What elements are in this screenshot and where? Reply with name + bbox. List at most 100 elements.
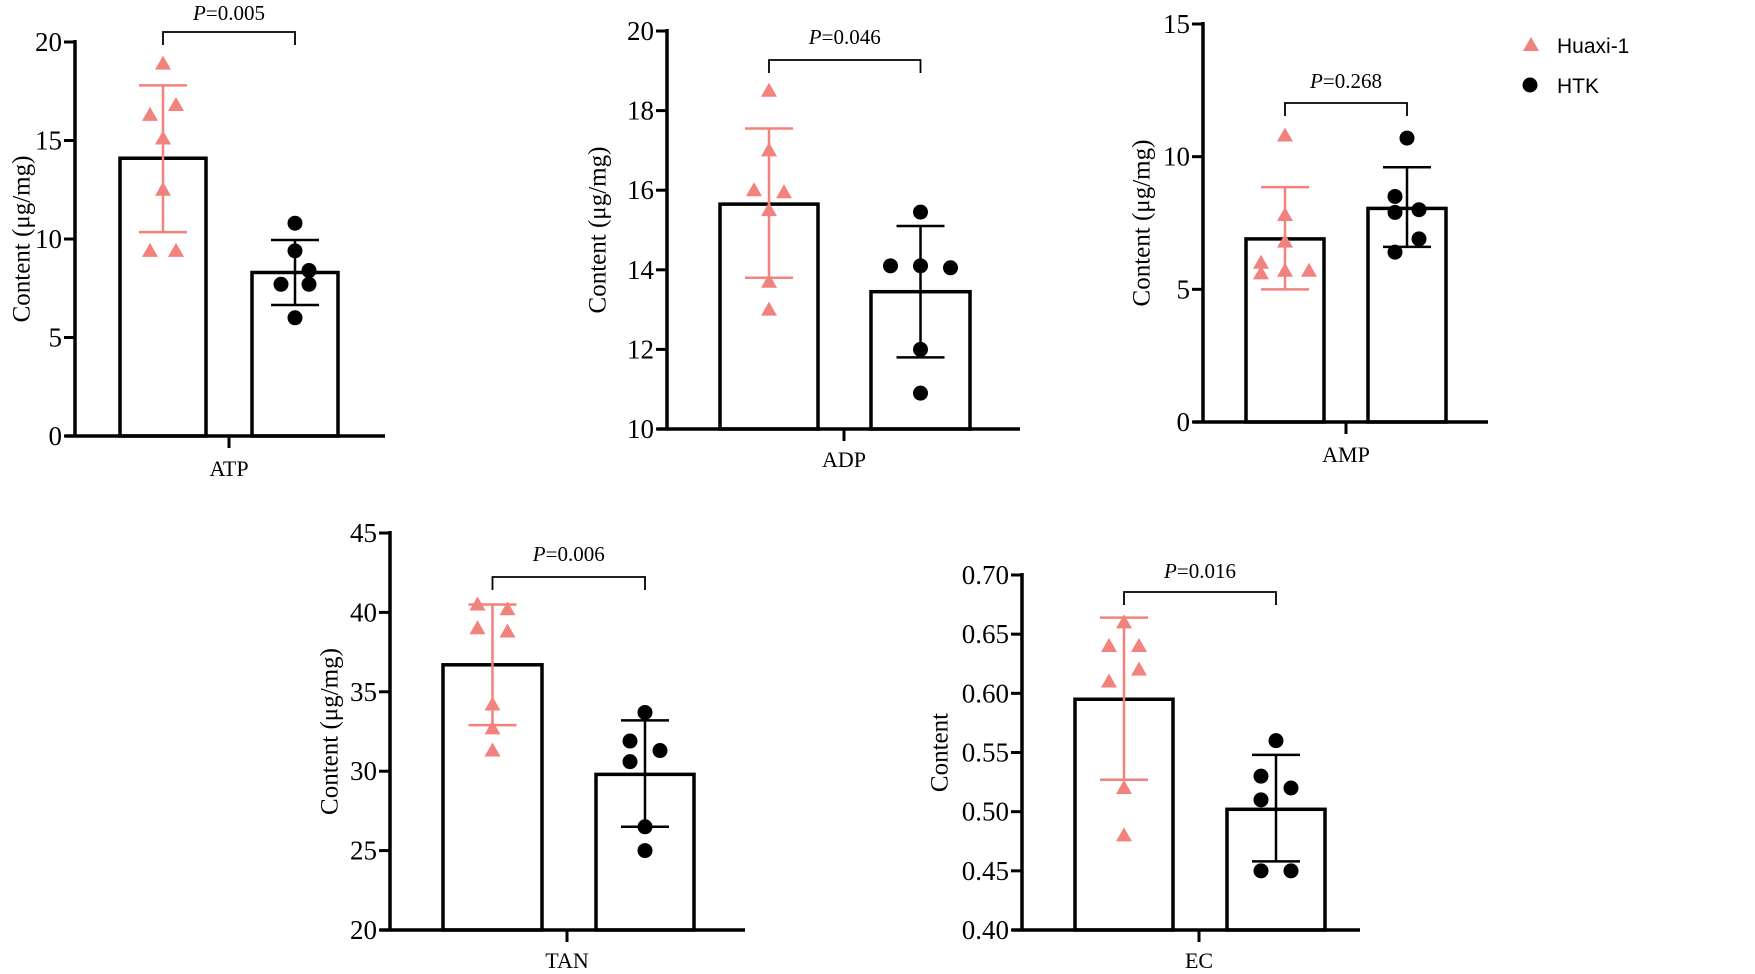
- p-value: =0.005: [206, 1, 265, 25]
- data-point-htk: [652, 743, 668, 759]
- data-point-htk: [883, 258, 898, 274]
- y-tick-label: 0.65: [962, 619, 1009, 649]
- data-point-htk: [1411, 231, 1427, 247]
- x-category-label: ADP: [822, 447, 866, 472]
- y-tick-label: 10: [1163, 142, 1190, 172]
- data-point-huaxi: [499, 623, 516, 638]
- p-value: =0.046: [822, 25, 881, 49]
- y-axis-label: Content (μg/mg): [317, 648, 344, 815]
- data-point-huaxi: [761, 142, 777, 157]
- y-axis-label: Content: [927, 713, 954, 792]
- y-tick-label: 35: [350, 677, 377, 707]
- y-tick-label: 18: [627, 96, 654, 126]
- y-tick-label: 12: [627, 334, 654, 364]
- data-point-huaxi: [761, 273, 777, 288]
- legend-triangle-icon: [1523, 37, 1539, 51]
- data-point-huaxi: [776, 184, 792, 199]
- data-point-htk: [301, 276, 317, 292]
- data-point-htk: [622, 754, 638, 770]
- p-value-label: P=0.268: [1309, 69, 1382, 93]
- data-point-huaxi: [168, 242, 184, 257]
- x-category-label: EC: [1185, 948, 1213, 973]
- legend-label-huaxi: Huaxi-1: [1557, 35, 1629, 58]
- data-point-htk: [913, 385, 928, 401]
- data-point-htk: [622, 733, 638, 749]
- data-point-huaxi: [1277, 207, 1293, 222]
- data-point-htk: [637, 704, 653, 720]
- y-tick-label: 15: [35, 126, 62, 156]
- p-value: =0.016: [1177, 559, 1236, 583]
- data-point-htk: [1399, 130, 1415, 146]
- data-point-huaxi: [1277, 127, 1293, 142]
- data-point-huaxi: [1277, 262, 1293, 277]
- data-point-htk: [287, 215, 303, 231]
- data-point-htk: [1411, 202, 1427, 218]
- data-point-huaxi: [761, 82, 777, 97]
- y-axis-label: Content (μg/mg): [585, 147, 612, 314]
- legend-label-htk: HTK: [1557, 75, 1599, 98]
- x-category-label: ATP: [209, 456, 248, 481]
- chart-amp: 0 5 10 15 Content (μg/mg) AMP P=0.268: [1129, 9, 1488, 467]
- y-tick-label: 5: [1177, 274, 1191, 304]
- x-category-label: TAN: [545, 948, 589, 973]
- data-point-huaxi: [1253, 254, 1269, 269]
- data-point-htk: [637, 819, 653, 835]
- chart-tan: 20 25 30 35 40 45 Content (μg/mg) TAN P=0.006: [317, 518, 745, 973]
- data-point-huaxi: [168, 97, 184, 112]
- data-point-htk: [1387, 204, 1403, 220]
- data-point-huaxi: [142, 106, 158, 121]
- legend: Huaxi-1 HTK: [1522, 35, 1629, 98]
- p-value-label: P=0.046: [808, 25, 881, 49]
- legend-circle-icon: [1522, 77, 1538, 93]
- y-tick-label: 20: [35, 27, 62, 57]
- x-category-label: AMP: [1322, 442, 1370, 467]
- y-tick-label: 40: [350, 597, 377, 627]
- data-point-htk: [287, 310, 303, 326]
- p-symbol: P: [808, 25, 822, 49]
- data-point-huaxi: [761, 202, 777, 217]
- p-symbol: P: [1163, 559, 1177, 583]
- data-point-huaxi: [761, 301, 777, 316]
- y-axis-label: Content (μg/mg): [1129, 140, 1156, 307]
- y-tick-label: 0.40: [962, 915, 1009, 945]
- y-tick-label: 0: [1177, 407, 1191, 437]
- data-point-huaxi: [1131, 661, 1147, 676]
- data-point-huaxi: [1116, 827, 1132, 842]
- data-point-huaxi: [142, 242, 158, 257]
- data-point-huaxi: [155, 130, 171, 145]
- data-point-huaxi: [484, 720, 501, 735]
- data-point-htk: [913, 258, 928, 274]
- data-point-htk: [1283, 780, 1299, 796]
- p-value-label: P=0.006: [532, 542, 605, 566]
- p-value: =0.268: [1323, 69, 1382, 93]
- data-point-huaxi: [499, 601, 516, 616]
- chart-atp: 0 5 10 15 20 Content (μg/mg) ATP P=0.005: [9, 1, 385, 481]
- data-point-htk: [1253, 768, 1269, 784]
- chart-ec: 0.40 0.45 0.50 0.55 0.60 0.65 0.70 Content EC P=0…: [927, 559, 1360, 973]
- p-symbol: P: [192, 1, 206, 25]
- data-point-huaxi: [1116, 614, 1132, 629]
- p-value-label: P=0.005: [192, 1, 265, 25]
- data-point-htk: [913, 341, 928, 357]
- data-point-huaxi: [1101, 638, 1117, 652]
- y-axis-label: Content (μg/mg): [9, 156, 36, 323]
- data-point-htk: [637, 843, 653, 859]
- y-tick-label: 30: [350, 756, 377, 786]
- y-tick-label: 10: [627, 414, 654, 444]
- data-point-huaxi: [1101, 673, 1117, 688]
- y-tick-label: 5: [49, 323, 63, 353]
- y-tick-label: 14: [627, 255, 655, 285]
- data-point-huaxi: [1301, 262, 1317, 277]
- data-point-htk: [287, 243, 303, 259]
- p-symbol: P: [1309, 69, 1323, 93]
- data-point-htk: [1253, 863, 1269, 879]
- y-tick-label: 15: [1163, 9, 1190, 39]
- y-tick-label: 0.70: [962, 560, 1009, 590]
- data-point-huaxi: [1131, 638, 1147, 652]
- y-tick-label: 20: [350, 915, 377, 945]
- y-tick-label: 0: [49, 421, 63, 451]
- significance-bracket: [1284, 102, 1408, 116]
- y-tick-label: 10: [35, 224, 62, 254]
